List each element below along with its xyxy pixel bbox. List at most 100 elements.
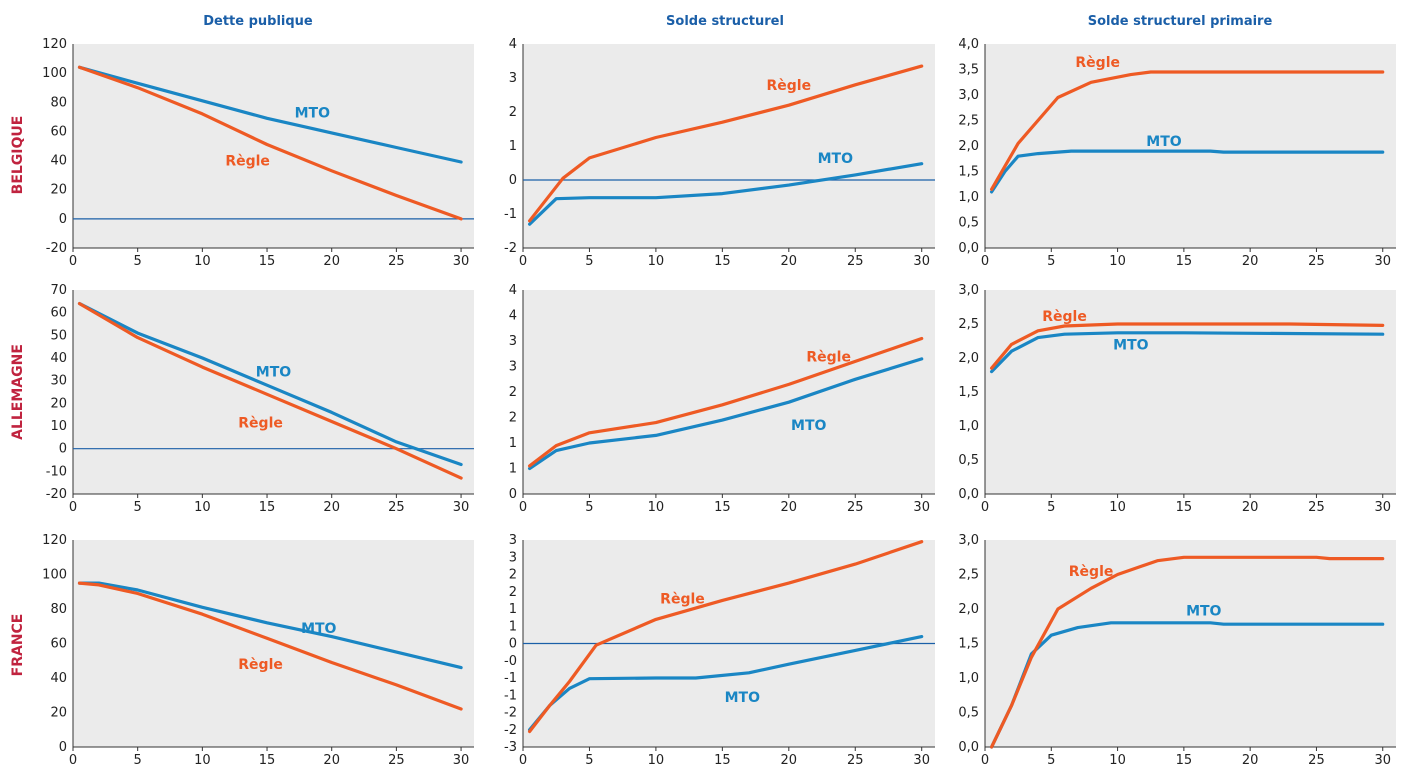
chart-1-0-series-regle bbox=[77, 302, 463, 480]
chart-1-1-y-tick-label: 4 bbox=[509, 309, 517, 324]
chart-0-1-y-tick-label: 2 bbox=[509, 105, 517, 120]
chart-1-1-x-tick-label: 10 bbox=[648, 500, 665, 515]
chart-1-0-x-tick-label: 0 bbox=[69, 500, 77, 515]
chart-2-2-x-tick-label: 30 bbox=[1374, 753, 1391, 768]
chart-1-1-series-regle bbox=[527, 336, 924, 468]
chart-0-0-y-tick-label: 0 bbox=[59, 212, 67, 227]
chart-2-1-y-tick-label: 1 bbox=[509, 619, 517, 634]
chart-1-2: 0,0 0,5 1,0 1,5 2,0 2,5 3,0 0 5 10 15 20 25 30 MTO Règl… bbox=[958, 283, 1396, 515]
chart-2-0-x-tick-label: 10 bbox=[194, 753, 211, 768]
chart-2-0-y-tick-label: 100 bbox=[42, 568, 67, 583]
chart-1-1-x-tick-label: 0 bbox=[519, 500, 527, 515]
chart-1-1-y-tick-label: 0 bbox=[509, 487, 517, 502]
chart-1-1-y-tick-label: 1 bbox=[509, 462, 517, 477]
chart-1-2-y-tick-label: 3,0 bbox=[958, 283, 979, 298]
chart-1-1-label-regle: Règle bbox=[806, 349, 851, 365]
chart-2-0-x-tick-label: 5 bbox=[134, 753, 142, 768]
chart-0-2-x-tick-label: 20 bbox=[1242, 254, 1259, 269]
chart-0-2-plot-area bbox=[985, 44, 1396, 248]
chart-0-2-label-mto: MTO bbox=[1146, 134, 1181, 150]
chart-2-0-label-mto: MTO bbox=[301, 621, 336, 637]
chart-2-1-x-tick-label: 30 bbox=[913, 753, 930, 768]
chart-1-2-y-tick-label: 2,5 bbox=[958, 317, 979, 332]
chart-0-2-y-tick-label: 2,0 bbox=[958, 139, 979, 154]
chart-0-1-x-tick-label: 25 bbox=[847, 254, 864, 269]
chart-1-0-label-regle: Règle bbox=[238, 416, 283, 432]
chart-2-1-y-tick-label: -1 bbox=[504, 671, 517, 686]
chart-0-2-x-tick-label: 15 bbox=[1176, 254, 1193, 269]
chart-1-1-y-tick-label: 2 bbox=[509, 385, 517, 400]
chart-0-0-x-tick-label: 0 bbox=[69, 254, 77, 269]
chart-1-0-y-tick-label: 30 bbox=[50, 374, 67, 389]
chart-0-2-y-tick-label: 0,5 bbox=[958, 216, 979, 231]
chart-1-2-x-tick-label: 5 bbox=[1047, 500, 1055, 515]
chart-0-1-label-mto: MTO bbox=[818, 151, 853, 167]
chart-0-1-x-tick-label: 30 bbox=[913, 254, 930, 269]
chart-1-0-plot-area bbox=[73, 290, 474, 494]
chart-0-0-y-tick-label: -20 bbox=[46, 241, 67, 256]
chart-2-0-y-tick-label: 0 bbox=[59, 740, 67, 755]
chart-2-2-x-tick-label: 25 bbox=[1308, 753, 1325, 768]
chart-2-1-y-tick-label: 3 bbox=[509, 550, 517, 565]
chart-2-1-y-tick-label: 2 bbox=[509, 585, 517, 600]
chart-2-2-label-mto: MTO bbox=[1186, 603, 1221, 619]
chart-0-1-series-mto bbox=[527, 162, 924, 226]
chart-2-2-y-tick-label: 1,0 bbox=[958, 671, 979, 686]
chart-1-1-x-tick-label: 30 bbox=[913, 500, 930, 515]
chart-0-1-x-tick-label: 5 bbox=[585, 254, 593, 269]
chart-1-0: -20 -10 0 10 20 30 40 50 60 70 0 5 10 15 20 25 30 MTO Règl… bbox=[46, 283, 474, 515]
chart-2-2-y-tick-label: 0,5 bbox=[958, 706, 979, 721]
chart-1-2-y-tick-label: 2,0 bbox=[958, 351, 979, 366]
chart-0-2-y-tick-label: 1,0 bbox=[958, 190, 979, 205]
chart-0-0-y-tick-label: 40 bbox=[50, 154, 67, 169]
chart-2-1-y-tick-label: 3 bbox=[509, 533, 517, 548]
chart-2-0-series-mto bbox=[77, 581, 463, 670]
chart-2-1-x-tick-label: 10 bbox=[648, 753, 665, 768]
chart-2-2-x-tick-label: 5 bbox=[1047, 753, 1055, 768]
chart-1-2-x-tick-label: 10 bbox=[1109, 500, 1126, 515]
chart-2-1-y-tick-label: -3 bbox=[504, 740, 517, 755]
chart-1-1-y-tick-label: 3 bbox=[509, 334, 517, 349]
chart-2-1-y-tick-label: -2 bbox=[504, 723, 517, 738]
chart-1-2-y-tick-label: 1,5 bbox=[958, 385, 979, 400]
chart-2-0-label-regle: Règle bbox=[238, 657, 283, 673]
chart-2-2-series-regle bbox=[989, 555, 1385, 749]
chart-1-1: 0 1 1 2 2 3 3 4 4 0 5 10 15 20 25 30 MTO Règle bbox=[509, 283, 935, 515]
row-title-allemagne: ALLEMAGNE bbox=[10, 344, 26, 440]
chart-0-1-y-tick-label: 3 bbox=[509, 71, 517, 86]
chart-1-2-series-mto bbox=[989, 331, 1385, 374]
chart-2-0-y-tick-label: 120 bbox=[42, 533, 67, 548]
chart-1-1-y-tick-label: 4 bbox=[509, 283, 517, 298]
chart-2-2: 0,0 0,5 1,0 1,5 2,0 2,5 3,0 0 5 10 15 20 25 30 MTO Règl… bbox=[958, 533, 1396, 768]
chart-2-1-x-tick-label: 5 bbox=[585, 753, 593, 768]
chart-1-2-x-tick-label: 0 bbox=[981, 500, 989, 515]
chart-2-0-x-tick-label: 25 bbox=[388, 753, 405, 768]
chart-2-1-x-tick-label: 25 bbox=[847, 753, 864, 768]
chart-1-1-label-mto: MTO bbox=[791, 418, 826, 434]
chart-0-2-y-tick-label: 0,0 bbox=[958, 241, 979, 256]
chart-1-1-series-mto bbox=[527, 357, 924, 471]
chart-0-1-label-regle: Règle bbox=[767, 78, 812, 94]
chart-1-1-x-tick-label: 25 bbox=[847, 500, 864, 515]
chart-1-0-x-tick-label: 30 bbox=[453, 500, 470, 515]
column-title-solde-structurel-primaire: Solde structurel primaire bbox=[1088, 14, 1273, 29]
chart-0-1-y-tick-label: 1 bbox=[509, 139, 517, 154]
chart-1-0-series-mto bbox=[77, 302, 463, 467]
chart-0-2: 0,0 0,5 1,0 1,5 2,0 2,5 3,0 3,5 4,0 0 5 10 15 20 25 30 M… bbox=[958, 37, 1396, 269]
chart-1-0-y-tick-label: 10 bbox=[50, 419, 67, 434]
chart-0-2-series-regle bbox=[989, 70, 1385, 191]
chart-0-2-y-tick-label: 3,0 bbox=[958, 88, 979, 103]
chart-0-0-series-mto bbox=[77, 65, 463, 164]
chart-0-0-series-regle bbox=[77, 65, 463, 221]
chart-2-0-series-regle bbox=[77, 581, 463, 711]
row-title-belgique: BELGIQUE bbox=[10, 116, 26, 195]
chart-1-0-y-tick-label: 60 bbox=[50, 306, 67, 321]
chart-1-2-label-mto: MTO bbox=[1113, 337, 1148, 353]
chart-0-2-x-tick-label: 10 bbox=[1109, 254, 1126, 269]
chart-0-1-y-tick-label: -1 bbox=[504, 207, 517, 222]
chart-0-1-y-tick-label: -2 bbox=[504, 241, 517, 256]
chart-1-2-y-tick-label: 0,0 bbox=[958, 487, 979, 502]
column-title-dette-publique: Dette publique bbox=[203, 14, 313, 29]
chart-0-2-y-tick-label: 1,5 bbox=[958, 165, 979, 180]
chart-0-1-x-tick-label: 10 bbox=[648, 254, 665, 269]
